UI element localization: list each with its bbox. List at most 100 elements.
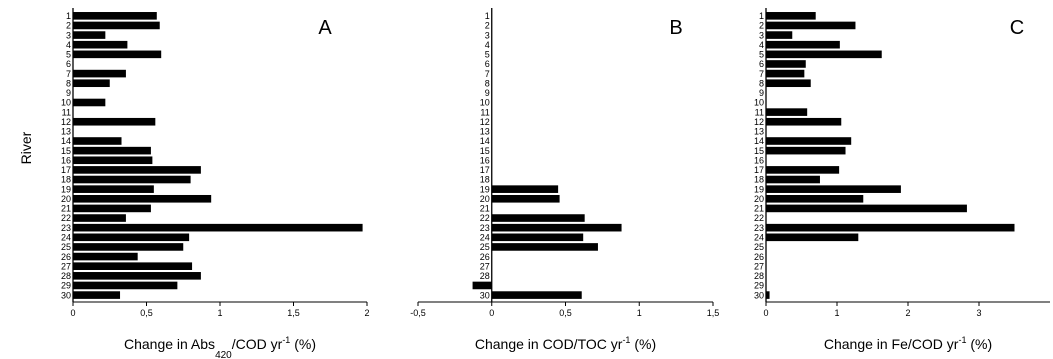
river-label: 25	[480, 242, 490, 252]
river-label: 16	[754, 155, 764, 165]
river-label: 20	[480, 194, 490, 204]
river-label: 19	[754, 184, 764, 194]
river-label: 18	[754, 175, 764, 185]
x-axis-label: Change in Fe/COD yr-1 (%)	[824, 335, 992, 352]
bar	[73, 137, 122, 145]
river-label: 28	[61, 271, 71, 281]
river-label: 13	[480, 127, 490, 137]
river-label: 11	[62, 107, 71, 117]
bar	[766, 12, 816, 20]
bar	[766, 223, 1015, 232]
bar	[73, 281, 178, 290]
river-label: 11	[480, 107, 489, 117]
bar	[491, 233, 584, 242]
bar	[766, 60, 806, 68]
x-tick-label: 1	[834, 308, 839, 318]
river-label: 10	[61, 98, 71, 108]
x-tick-label: 0,5	[559, 308, 572, 318]
river-label: 8	[66, 78, 71, 88]
bar	[766, 108, 808, 116]
river-label: 24	[480, 233, 490, 243]
river-label: 16	[61, 155, 71, 165]
bar	[766, 31, 793, 39]
river-label: 21	[61, 204, 71, 214]
bar	[491, 243, 598, 251]
panel-letter: A	[318, 17, 332, 39]
river-label: 29	[61, 281, 71, 291]
river-label: 22	[480, 213, 490, 223]
bar	[73, 12, 157, 20]
x-tick-label: 0	[70, 308, 75, 318]
river-label: 13	[61, 127, 71, 137]
river-label: 18	[480, 175, 490, 185]
river-label: 6	[759, 59, 764, 69]
river-label: 9	[485, 88, 490, 98]
river-label: 14	[480, 136, 490, 146]
bar	[73, 50, 162, 59]
y-axis-label: River	[18, 131, 34, 164]
river-label: 2	[66, 21, 71, 31]
river-label: 14	[754, 136, 764, 146]
bar	[73, 31, 106, 39]
x-tick-label: 0	[489, 308, 494, 318]
river-label: 22	[61, 213, 71, 223]
river-label: 22	[754, 213, 764, 223]
river-label: 5	[759, 50, 764, 60]
river-label: 18	[61, 175, 71, 185]
x-tick-label: 1	[217, 308, 222, 318]
river-label: 4	[485, 40, 490, 50]
bar	[491, 291, 582, 299]
river-label: 26	[480, 252, 490, 262]
river-label: 10	[754, 98, 764, 108]
river-label: 15	[61, 146, 71, 156]
bar	[73, 233, 190, 242]
river-label: 7	[485, 69, 490, 79]
bar	[73, 117, 156, 126]
river-label: 16	[480, 155, 490, 165]
x-tick-label: -0,5	[410, 308, 426, 318]
river-label: 12	[480, 117, 490, 127]
x-tick-label: 3	[976, 308, 981, 318]
x-axis-label: Change in Abs420/COD yr-1 (%)	[124, 335, 316, 359]
river-label: 29	[754, 281, 764, 291]
bar	[73, 223, 363, 232]
bar	[766, 204, 967, 213]
bar	[491, 214, 585, 222]
river-label: 15	[754, 146, 764, 156]
x-tick-label: 1	[637, 308, 642, 318]
bar	[766, 117, 842, 126]
river-label: 25	[61, 242, 71, 252]
river-label: 20	[754, 194, 764, 204]
bar	[73, 175, 191, 184]
x-tick-label: 1,5	[287, 308, 300, 318]
bar	[766, 137, 852, 145]
panel-a: 1234567891011121314151617181920212223242…	[61, 8, 370, 359]
river-label: 23	[61, 223, 71, 233]
x-axis-label: Change in COD/TOC yr-1 (%)	[475, 335, 656, 352]
bar	[766, 79, 811, 88]
river-label: 8	[485, 78, 490, 88]
river-label: 1	[759, 11, 764, 21]
panel-letter: C	[1010, 17, 1024, 39]
river-label: 12	[754, 117, 764, 127]
river-label: 20	[61, 194, 71, 204]
bar	[73, 69, 126, 78]
bar	[73, 40, 128, 49]
bar	[73, 291, 121, 299]
x-tick-label: 1,5	[707, 308, 720, 318]
river-label: 10	[480, 98, 490, 108]
river-label: 1	[485, 11, 490, 21]
bar	[73, 272, 201, 280]
river-label: 17	[754, 165, 764, 175]
river-label: 26	[754, 252, 764, 262]
river-label: 19	[480, 184, 490, 194]
bar	[73, 262, 193, 270]
river-label: 30	[61, 290, 71, 300]
bar	[491, 185, 559, 193]
river-label: 9	[759, 88, 764, 98]
river-label: 8	[759, 78, 764, 88]
river-label: 5	[485, 50, 490, 60]
river-label: 4	[66, 40, 71, 50]
bar	[73, 146, 151, 155]
